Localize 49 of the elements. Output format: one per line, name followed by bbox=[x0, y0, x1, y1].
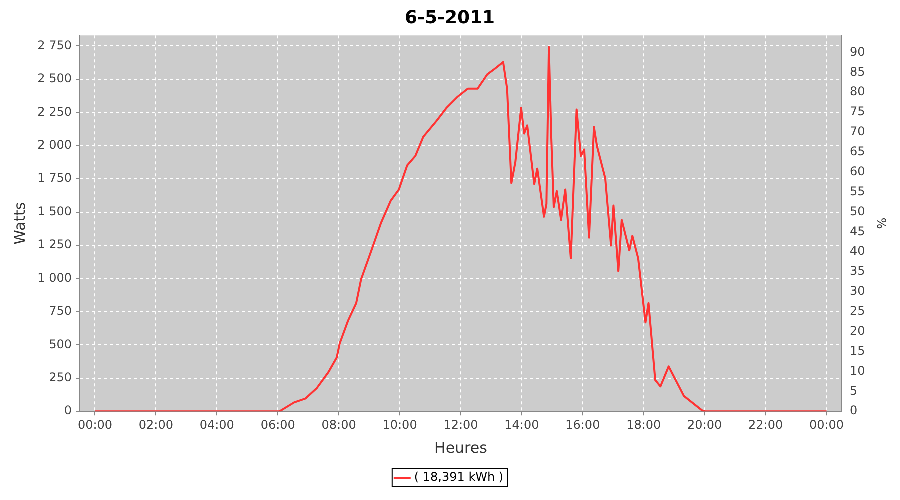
y2-tick-label: 25 bbox=[850, 304, 866, 318]
y2-tick-label: 85 bbox=[850, 64, 866, 79]
x-tick-label: 12:00 bbox=[444, 418, 478, 432]
y-tick-label: 1 000 bbox=[38, 270, 72, 285]
y2-tick-label: 5 bbox=[850, 384, 858, 398]
x-tick-label: 20:00 bbox=[688, 418, 722, 432]
y-tick-label: 500 bbox=[49, 337, 72, 352]
x-tick-label: 18:00 bbox=[626, 418, 662, 432]
y2-tick-label: 70 bbox=[850, 124, 866, 139]
y2-tick-label: 15 bbox=[850, 344, 866, 358]
y-tick-label: 2 250 bbox=[38, 104, 72, 119]
y2-tick-label: 75 bbox=[850, 104, 866, 119]
x-tick-label: 00:00 bbox=[809, 418, 844, 432]
y2-tick-label: 80 bbox=[850, 84, 866, 99]
y2-tick-label: 65 bbox=[850, 144, 866, 159]
legend-label: ( 18,391 kWh ) bbox=[414, 470, 504, 484]
x-tick-label: 02:00 bbox=[138, 418, 174, 432]
x-tick-label: 04:00 bbox=[200, 418, 234, 432]
y-tick-label: 1 500 bbox=[38, 204, 72, 218]
y2-tick-label: 60 bbox=[850, 164, 866, 178]
y2-tick-label: 40 bbox=[850, 244, 866, 258]
y-tick-label: 2 750 bbox=[38, 38, 72, 52]
y-tick-label: 1 250 bbox=[38, 238, 72, 252]
y2-tick-label: 50 bbox=[850, 204, 866, 218]
y2-axis-title: % bbox=[874, 218, 889, 230]
y-tick-label: 0 bbox=[64, 404, 72, 418]
y-axis-title: Watts bbox=[10, 202, 29, 245]
y2-tick-label: 10 bbox=[850, 364, 866, 378]
x-axis-title: Heures bbox=[434, 438, 488, 457]
y2-tick-label: 35 bbox=[850, 264, 866, 278]
y2-tick-label: 20 bbox=[850, 324, 866, 338]
y-tick-label: 250 bbox=[49, 370, 72, 385]
x-tick-label: 16:00 bbox=[566, 418, 600, 432]
x-tick-label: 10:00 bbox=[382, 418, 418, 432]
y-tick-label: 1 750 bbox=[38, 171, 72, 186]
chart-title: 6-5-2011 bbox=[404, 7, 496, 28]
x-tick-label: 06:00 bbox=[260, 418, 296, 432]
x-tick-label: 08:00 bbox=[322, 418, 356, 432]
y2-tick-label: 0 bbox=[850, 404, 858, 418]
y-tick-label: 750 bbox=[49, 304, 72, 318]
x-tick-label: 14:00 bbox=[504, 418, 540, 432]
y-tick-label: 2 500 bbox=[38, 72, 72, 86]
x-tick-label: 00:00 bbox=[78, 418, 113, 432]
y2-tick-label: 30 bbox=[850, 284, 866, 298]
y2-tick-label: 55 bbox=[850, 184, 866, 198]
y2-tick-label: 90 bbox=[850, 44, 866, 59]
y2-tick-label: 45 bbox=[850, 224, 866, 238]
x-tick-label: 22:00 bbox=[748, 418, 784, 432]
y-tick-label: 2 000 bbox=[38, 138, 72, 152]
